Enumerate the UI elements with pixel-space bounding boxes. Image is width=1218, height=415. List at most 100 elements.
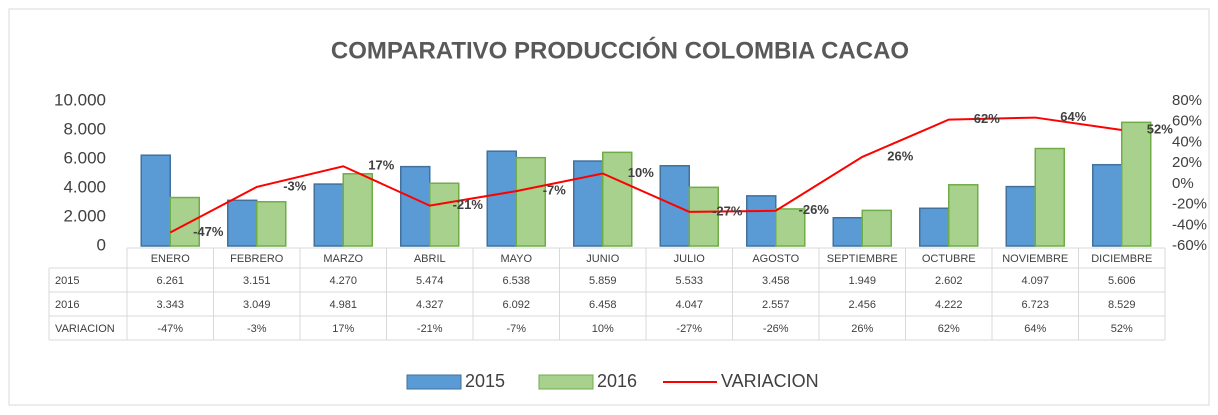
y2-tick-label: 0% <box>1172 175 1194 192</box>
data-label: -47% <box>193 224 224 239</box>
y-tick-label: 8.000 <box>63 119 106 138</box>
table-cell: 8.529 <box>1108 299 1136 311</box>
table-cell: 64% <box>1024 323 1046 335</box>
bar <box>515 156 546 247</box>
table-cell: 4.327 <box>416 299 444 311</box>
bar <box>400 165 431 247</box>
bar <box>313 183 344 247</box>
table-cell: 17% <box>332 323 354 335</box>
table-cell: -26% <box>763 323 789 335</box>
bar <box>775 208 806 247</box>
data-label: 64% <box>1060 109 1086 124</box>
x-tick-label: MARZO <box>323 253 363 265</box>
bar <box>919 207 950 247</box>
bar <box>1092 163 1123 247</box>
table-cell: 2.456 <box>848 299 876 311</box>
bar <box>256 201 287 247</box>
chart-title: COMPARATIVO PRODUCCIÓN COLOMBIA CACAO <box>331 36 909 64</box>
legend-label: 2016 <box>597 371 637 391</box>
table-cell: 4.097 <box>1021 275 1049 287</box>
y2-tick-label: 60% <box>1172 113 1202 130</box>
data-label: 62% <box>974 111 1000 126</box>
table-cell: 2.602 <box>935 275 963 287</box>
bar <box>948 184 979 247</box>
bar <box>140 154 171 247</box>
table-row-label: 2016 <box>55 299 79 311</box>
x-tick-label: JULIO <box>674 253 706 265</box>
x-tick-label: SEPTIEMBRE <box>827 253 898 265</box>
table-cell: -21% <box>417 323 443 335</box>
table-cell: 6.538 <box>502 275 530 287</box>
legend-swatch <box>406 374 462 390</box>
table-cell: 6.092 <box>502 299 530 311</box>
data-label: -21% <box>453 197 484 212</box>
table-cell: 3.343 <box>156 299 184 311</box>
bar <box>746 195 777 247</box>
table-cell: -7% <box>506 323 526 335</box>
y2-tick-label: -40% <box>1172 216 1207 233</box>
y-tick-label: 10.000 <box>54 90 106 109</box>
bar <box>1005 185 1036 247</box>
y2-tick-label: 80% <box>1172 92 1202 109</box>
bar <box>169 196 200 247</box>
table-cell: 6.261 <box>156 275 184 287</box>
x-tick-label: AGOSTO <box>752 253 799 265</box>
table-row-label: VARIACION <box>55 323 115 335</box>
table-cell: -3% <box>247 323 267 335</box>
table-cell: 4.981 <box>329 299 357 311</box>
table-cell: 1.949 <box>848 275 876 287</box>
table-cell: 2.557 <box>762 299 790 311</box>
x-tick-label: ENERO <box>151 253 191 265</box>
bar <box>861 209 892 247</box>
table-cell: 3.151 <box>243 275 271 287</box>
legend-label: VARIACION <box>721 371 819 391</box>
table-cell: 62% <box>938 323 960 335</box>
y2-tick-label: -20% <box>1172 196 1207 213</box>
line <box>169 116 1122 234</box>
data-label: 52% <box>1147 121 1173 136</box>
bar <box>602 151 633 247</box>
table-cell: 3.049 <box>243 299 271 311</box>
table-cell: 52% <box>1111 323 1133 335</box>
x-tick-label: NOVIEMBRE <box>1002 253 1068 265</box>
table-cell: 10% <box>592 323 614 335</box>
y2-tick-label: 20% <box>1172 154 1202 171</box>
table-cell: 5.533 <box>675 275 703 287</box>
y-tick-label: 0 <box>97 235 106 254</box>
table-cell: 3.458 <box>762 275 790 287</box>
x-tick-label: ABRIL <box>414 253 446 265</box>
x-tick-label: FEBRERO <box>230 253 284 265</box>
x-tick-label: DICIEMBRE <box>1091 253 1152 265</box>
bar <box>1121 121 1152 247</box>
y-tick-label: 6.000 <box>63 148 106 167</box>
data-label: -3% <box>283 178 307 193</box>
y2-tick-label: 40% <box>1172 133 1202 150</box>
table-cell: 5.859 <box>589 275 617 287</box>
data-label: -27% <box>712 203 743 218</box>
legend-label: 2015 <box>465 371 505 391</box>
table-cell: 5.606 <box>1108 275 1136 287</box>
data-label: 17% <box>368 158 394 173</box>
data-label: 26% <box>887 148 913 163</box>
data-label: 10% <box>628 165 654 180</box>
table-cell: -27% <box>676 323 702 335</box>
bar <box>429 182 460 247</box>
bar <box>1034 147 1065 247</box>
bar <box>832 216 863 247</box>
bar <box>227 199 258 247</box>
y-tick-label: 4.000 <box>63 177 106 196</box>
table-cell: 4.047 <box>675 299 703 311</box>
table-cell: 6.723 <box>1021 299 1049 311</box>
bar <box>688 186 719 247</box>
y2-tick-label: -60% <box>1172 237 1207 254</box>
table-cell: 4.270 <box>329 275 357 287</box>
table-cell: 26% <box>851 323 873 335</box>
y-tick-label: 2.000 <box>63 206 106 225</box>
table-cell: 5.474 <box>416 275 444 287</box>
x-tick-label: JUNIO <box>586 253 619 265</box>
data-label: -26% <box>799 202 830 217</box>
data-label: -7% <box>543 183 567 198</box>
x-tick-label: OCTUBRE <box>922 253 976 265</box>
table-cell: 6.458 <box>589 299 617 311</box>
